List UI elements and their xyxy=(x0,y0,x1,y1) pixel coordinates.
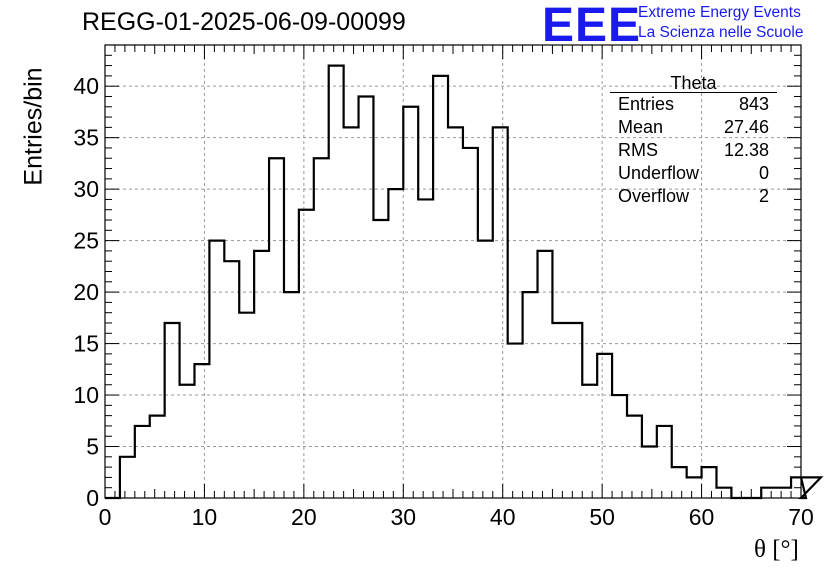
stats-value: 843 xyxy=(738,94,769,114)
x-tick-label: 70 xyxy=(788,504,814,530)
y-tick-label: 35 xyxy=(73,125,99,151)
stats-row-rms: RMS 12.38 xyxy=(610,139,777,162)
x-tick-label: 10 xyxy=(192,504,218,530)
x-tick-label: 60 xyxy=(689,504,715,530)
stats-title: Theta xyxy=(670,73,717,93)
stats-value: 27.46 xyxy=(723,117,769,137)
stats-row-mean: Mean 27.46 xyxy=(610,116,777,139)
y-tick-label: 0 xyxy=(86,485,99,511)
y-tick-label: 40 xyxy=(73,73,99,99)
stats-label: RMS xyxy=(618,140,658,160)
y-tick-label: 20 xyxy=(73,279,99,305)
x-tick-label: 40 xyxy=(490,504,516,530)
y-tick-label: 10 xyxy=(73,382,99,408)
stats-label: Overflow xyxy=(618,186,690,206)
y-tick-label: 5 xyxy=(86,434,99,460)
stats-label: Entries xyxy=(618,94,675,114)
y-tick-label: 30 xyxy=(73,176,99,202)
stats-label: Mean xyxy=(618,117,664,137)
stats-value: 12.38 xyxy=(723,140,769,160)
stats-value: 2 xyxy=(758,186,769,206)
x-axis-label: θ [°] xyxy=(754,536,799,563)
stats-box: Theta Entries 843 Mean 27.46 RMS 12.38 U… xyxy=(610,74,777,208)
x-tick-label: 30 xyxy=(390,504,416,530)
stats-row-overflow: Overflow 2 xyxy=(610,185,777,208)
stats-label: Underflow xyxy=(618,163,700,183)
stats-value: 0 xyxy=(758,163,769,183)
y-tick-label: 25 xyxy=(73,228,99,254)
x-tick-label: 50 xyxy=(589,504,615,530)
eee-logo: EEE xyxy=(542,0,642,52)
x-tick-label: 20 xyxy=(291,504,317,530)
x-tick-label: 0 xyxy=(99,504,112,530)
logo-line-2: La Scienza nelle Scuole xyxy=(638,24,804,41)
logo-line-1: Extreme Energy Events xyxy=(638,4,801,21)
histogram-series xyxy=(105,64,824,500)
stats-row-underflow: Underflow 0 xyxy=(610,162,777,185)
stats-row-entries: Entries 843 xyxy=(610,93,777,116)
y-axis-label: Entries/bin xyxy=(19,67,48,186)
y-tick-label: 15 xyxy=(73,331,99,357)
stats-divider xyxy=(610,92,777,93)
chart-title: REGG-01-2025-06-09-00099 xyxy=(82,8,406,36)
